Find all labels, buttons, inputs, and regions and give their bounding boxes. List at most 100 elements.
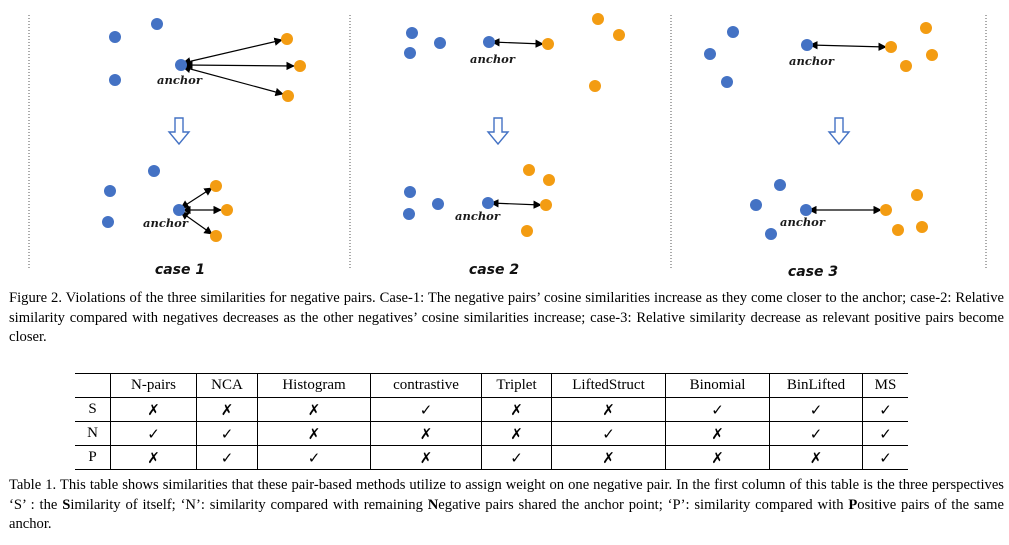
anchor-point	[173, 204, 185, 216]
anchor-label: anchor	[143, 216, 189, 230]
table-row: P ✗ ✓ ✓ ✗ ✓ ✗ ✗ ✗ ✓	[75, 445, 908, 470]
check-mark-cell: ✓	[862, 397, 908, 422]
figure-2: anchor anchor anchor anchor anchor anchor case…	[28, 13, 987, 280]
positive-point	[221, 204, 233, 216]
header-method: Histogram	[257, 373, 371, 398]
positive-point	[920, 22, 932, 34]
double-arrow-1-0	[180, 187, 213, 209]
positive-point	[592, 13, 604, 25]
anchor-point	[482, 197, 494, 209]
anchor-label: anchor	[455, 209, 501, 223]
double-arrow-0-2	[182, 64, 284, 97]
positive-point	[892, 224, 904, 236]
negative-point	[148, 165, 160, 177]
cross-mark-cell: ✗	[196, 397, 258, 422]
double-arrow-1-2	[180, 211, 213, 235]
cross-mark-cell: ✗	[665, 421, 770, 446]
negative-point	[109, 31, 121, 43]
anchor-label: anchor	[780, 215, 826, 229]
double-arrow-3-0	[490, 199, 542, 209]
cross-mark-cell: ✗	[769, 445, 863, 470]
negative-point	[151, 18, 163, 30]
table-header-row: N-pairs NCA Histogram contrastive Triplet Lif…	[75, 373, 908, 398]
negative-point	[404, 186, 416, 198]
negative-point	[704, 48, 716, 60]
anchor-label: anchor	[789, 54, 835, 68]
double-arrow-0-1	[184, 60, 295, 71]
positive-point	[916, 221, 928, 233]
similarity-table: N-pairs NCA Histogram contrastive Triplet Lif…	[75, 373, 908, 470]
positive-point	[210, 180, 222, 192]
check-mark-cell: ✓	[257, 445, 371, 470]
negative-point	[104, 185, 116, 197]
case-label-2: case 2	[469, 262, 519, 278]
cross-mark-cell: ✗	[481, 421, 552, 446]
check-mark-cell: ✓	[196, 421, 258, 446]
negative-point	[721, 76, 733, 88]
header-method: Triplet	[481, 373, 552, 398]
positive-point	[885, 41, 897, 53]
cross-mark-cell: ✗	[370, 445, 482, 470]
check-mark-cell: ✓	[665, 397, 770, 422]
negative-point	[434, 37, 446, 49]
positive-point	[880, 204, 892, 216]
cross-mark-cell: ✗	[665, 445, 770, 470]
row-label: S	[88, 401, 97, 417]
double-arrow-2-0	[491, 38, 544, 48]
table-caption: Table 1. This table shows similarities t…	[9, 477, 1004, 532]
row-label: N	[75, 421, 111, 446]
figure-caption: Figure 2. Violations of the three simila…	[9, 290, 1004, 345]
negative-point	[765, 228, 777, 240]
negative-point	[404, 47, 416, 59]
cross-mark-cell: ✗	[110, 445, 197, 470]
positive-point	[281, 33, 293, 45]
cross-mark-cell: ✗	[551, 445, 666, 470]
positive-point	[523, 164, 535, 176]
negative-point	[406, 27, 418, 39]
case-label-3: case 3	[788, 264, 838, 280]
header-method: BinLifted	[769, 373, 863, 398]
down-arrows-layer	[167, 117, 851, 146]
positive-point	[926, 49, 938, 61]
header-method: LiftedStruct	[551, 373, 666, 398]
down-arrow-icon	[486, 117, 510, 146]
case-label-1: case 1	[155, 262, 205, 278]
negative-point	[109, 74, 121, 86]
positive-point	[613, 29, 625, 41]
cross-mark-cell: ✗	[257, 397, 371, 422]
check-mark-cell: ✓	[769, 421, 863, 446]
cross-mark-cell: ✗	[370, 421, 482, 446]
anchor-point	[801, 39, 813, 51]
table-body: S ✗ ✗ ✗ ✓ ✗ ✗ ✓ ✓ ✓ N ✓ ✓ ✗ ✗ ✗ ✓ ✗ ✓ ✓ P ✗ ✓ ✓ ✗ ✓ ✗ ✗ ✗ ✓	[75, 397, 908, 470]
double-arrow-4-0	[809, 41, 887, 51]
check-mark-cell: ✓	[862, 445, 908, 470]
cross-mark-cell: ✗	[551, 397, 666, 422]
anchor-label: anchor	[157, 73, 203, 87]
header-method: contrastive	[370, 373, 482, 398]
cross-mark-cell: ✗	[481, 397, 552, 422]
table-row: N ✓ ✓ ✗ ✗ ✗ ✓ ✗ ✓ ✓	[75, 421, 908, 446]
positive-point	[900, 60, 912, 72]
check-mark-cell: ✓	[196, 445, 258, 470]
positive-point	[540, 199, 552, 211]
points-layer	[102, 13, 938, 242]
header-method: Binomial	[665, 373, 770, 398]
anchor-label: anchor	[470, 52, 516, 66]
positive-point	[294, 60, 306, 72]
negative-point	[403, 208, 415, 220]
table-row: S ✗ ✗ ✗ ✓ ✗ ✗ ✓ ✓ ✓	[75, 397, 908, 422]
check-mark-cell: ✓	[862, 421, 908, 446]
header-method: NCA	[196, 373, 258, 398]
positive-point	[542, 38, 554, 50]
cross-mark-cell: ✗	[257, 421, 371, 446]
positive-point	[210, 230, 222, 242]
anchor-point	[175, 59, 187, 71]
anchor-point	[483, 36, 495, 48]
header-method: N-pairs	[110, 373, 197, 398]
negative-point	[432, 198, 444, 210]
check-mark-cell: ✓	[769, 397, 863, 422]
negative-point	[750, 199, 762, 211]
check-mark-cell: ✓	[481, 445, 552, 470]
labels-layer: anchor anchor anchor anchor anchor anchor case…	[143, 52, 838, 280]
cross-mark-cell: ✗	[110, 397, 197, 422]
